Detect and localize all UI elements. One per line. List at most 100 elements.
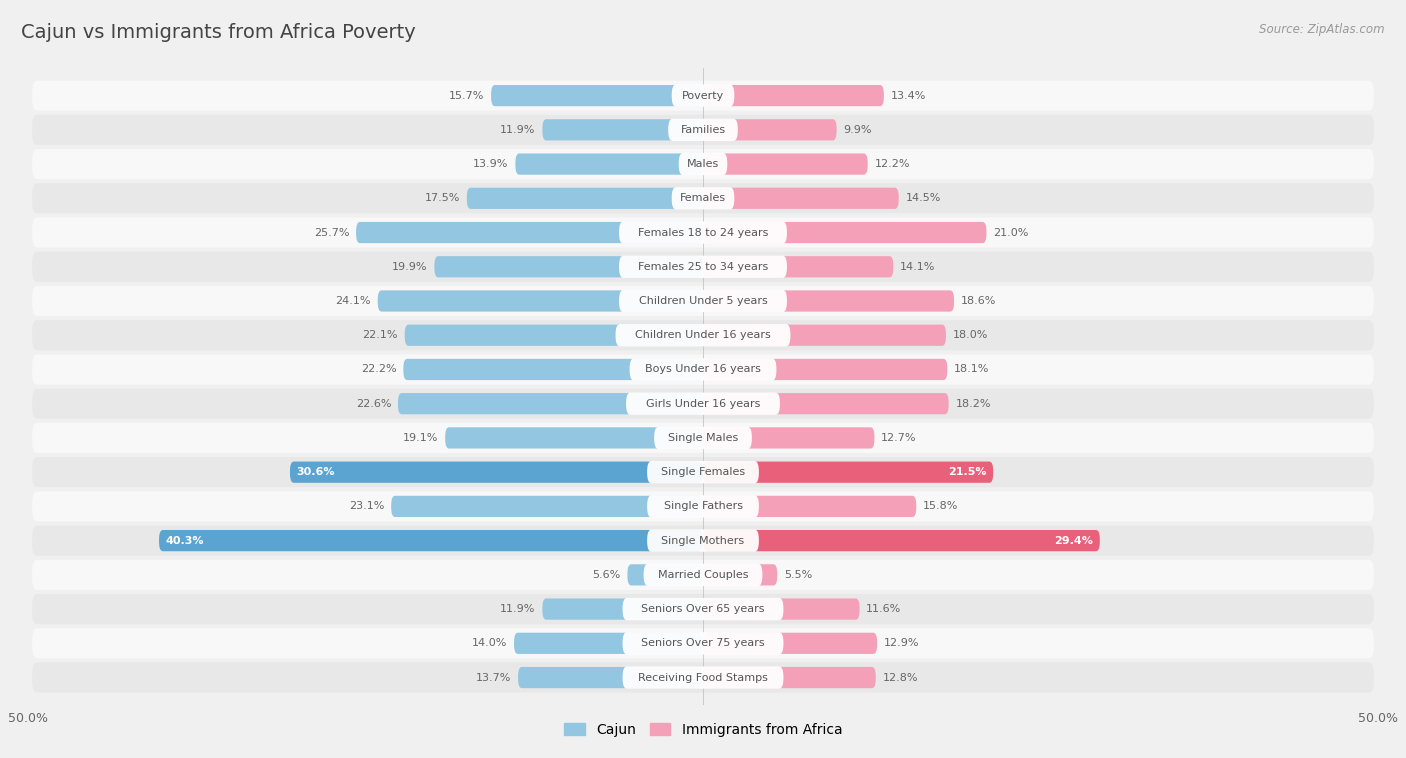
FancyBboxPatch shape (703, 324, 946, 346)
Text: Source: ZipAtlas.com: Source: ZipAtlas.com (1260, 23, 1385, 36)
FancyBboxPatch shape (159, 530, 703, 551)
FancyBboxPatch shape (627, 564, 703, 585)
FancyBboxPatch shape (32, 252, 1374, 282)
FancyBboxPatch shape (619, 290, 787, 312)
FancyBboxPatch shape (32, 320, 1374, 350)
Text: Seniors Over 75 years: Seniors Over 75 years (641, 638, 765, 648)
FancyBboxPatch shape (32, 218, 1374, 248)
Text: 21.5%: 21.5% (948, 467, 987, 477)
FancyBboxPatch shape (32, 423, 1374, 453)
FancyBboxPatch shape (654, 427, 752, 449)
FancyBboxPatch shape (32, 80, 1374, 111)
FancyBboxPatch shape (703, 85, 884, 106)
FancyBboxPatch shape (398, 393, 703, 415)
FancyBboxPatch shape (619, 255, 787, 278)
Text: 5.6%: 5.6% (592, 570, 620, 580)
FancyBboxPatch shape (703, 119, 837, 140)
FancyBboxPatch shape (623, 632, 783, 654)
FancyBboxPatch shape (647, 495, 759, 518)
FancyBboxPatch shape (703, 462, 993, 483)
Text: Boys Under 16 years: Boys Under 16 years (645, 365, 761, 374)
Text: 21.0%: 21.0% (993, 227, 1029, 237)
FancyBboxPatch shape (32, 594, 1374, 624)
FancyBboxPatch shape (703, 667, 876, 688)
FancyBboxPatch shape (616, 324, 790, 346)
Text: 23.1%: 23.1% (349, 501, 384, 512)
FancyBboxPatch shape (647, 461, 759, 484)
Text: Females: Females (681, 193, 725, 203)
FancyBboxPatch shape (647, 530, 759, 552)
Text: 11.9%: 11.9% (501, 125, 536, 135)
Text: Children Under 5 years: Children Under 5 years (638, 296, 768, 306)
FancyBboxPatch shape (515, 633, 703, 654)
Text: 15.8%: 15.8% (922, 501, 959, 512)
Text: 12.7%: 12.7% (882, 433, 917, 443)
Text: 22.2%: 22.2% (361, 365, 396, 374)
FancyBboxPatch shape (703, 393, 949, 415)
Text: 15.7%: 15.7% (449, 91, 484, 101)
Text: Single Mothers: Single Mothers (661, 536, 745, 546)
FancyBboxPatch shape (32, 286, 1374, 316)
FancyBboxPatch shape (703, 153, 868, 174)
Text: Poverty: Poverty (682, 91, 724, 101)
Text: 18.2%: 18.2% (956, 399, 991, 409)
FancyBboxPatch shape (703, 599, 859, 620)
FancyBboxPatch shape (405, 324, 703, 346)
Text: 29.4%: 29.4% (1054, 536, 1092, 546)
Text: Children Under 16 years: Children Under 16 years (636, 330, 770, 340)
Text: 18.6%: 18.6% (960, 296, 997, 306)
FancyBboxPatch shape (378, 290, 703, 312)
FancyBboxPatch shape (703, 496, 917, 517)
Text: 12.9%: 12.9% (884, 638, 920, 648)
FancyBboxPatch shape (516, 153, 703, 174)
Text: 13.7%: 13.7% (477, 672, 512, 682)
FancyBboxPatch shape (32, 662, 1374, 693)
FancyBboxPatch shape (619, 221, 787, 243)
Text: Males: Males (688, 159, 718, 169)
Text: Females 25 to 34 years: Females 25 to 34 years (638, 262, 768, 272)
Text: 19.9%: 19.9% (392, 262, 427, 272)
Text: Single Males: Single Males (668, 433, 738, 443)
Text: 14.1%: 14.1% (900, 262, 935, 272)
FancyBboxPatch shape (434, 256, 703, 277)
Text: 30.6%: 30.6% (297, 467, 335, 477)
FancyBboxPatch shape (703, 188, 898, 209)
FancyBboxPatch shape (404, 359, 703, 380)
FancyBboxPatch shape (32, 560, 1374, 590)
Text: 5.5%: 5.5% (785, 570, 813, 580)
FancyBboxPatch shape (623, 598, 783, 620)
Text: 40.3%: 40.3% (166, 536, 204, 546)
FancyBboxPatch shape (32, 525, 1374, 556)
FancyBboxPatch shape (644, 564, 762, 586)
FancyBboxPatch shape (543, 599, 703, 620)
FancyBboxPatch shape (630, 359, 776, 381)
FancyBboxPatch shape (32, 389, 1374, 418)
Text: 13.9%: 13.9% (474, 159, 509, 169)
FancyBboxPatch shape (543, 119, 703, 140)
FancyBboxPatch shape (356, 222, 703, 243)
FancyBboxPatch shape (703, 359, 948, 380)
Text: 12.8%: 12.8% (883, 672, 918, 682)
Text: 19.1%: 19.1% (404, 433, 439, 443)
FancyBboxPatch shape (32, 149, 1374, 179)
FancyBboxPatch shape (703, 222, 987, 243)
FancyBboxPatch shape (517, 667, 703, 688)
FancyBboxPatch shape (32, 628, 1374, 659)
Text: 22.6%: 22.6% (356, 399, 391, 409)
Text: Single Females: Single Females (661, 467, 745, 477)
Text: 22.1%: 22.1% (363, 330, 398, 340)
Text: 11.6%: 11.6% (866, 604, 901, 614)
FancyBboxPatch shape (446, 428, 703, 449)
FancyBboxPatch shape (290, 462, 703, 483)
FancyBboxPatch shape (32, 355, 1374, 384)
Text: 11.9%: 11.9% (501, 604, 536, 614)
FancyBboxPatch shape (679, 153, 727, 175)
FancyBboxPatch shape (32, 114, 1374, 145)
FancyBboxPatch shape (703, 290, 955, 312)
FancyBboxPatch shape (703, 530, 1099, 551)
Text: Seniors Over 65 years: Seniors Over 65 years (641, 604, 765, 614)
Text: Receiving Food Stamps: Receiving Food Stamps (638, 672, 768, 682)
Text: Married Couples: Married Couples (658, 570, 748, 580)
FancyBboxPatch shape (623, 666, 783, 689)
Text: Families: Families (681, 125, 725, 135)
